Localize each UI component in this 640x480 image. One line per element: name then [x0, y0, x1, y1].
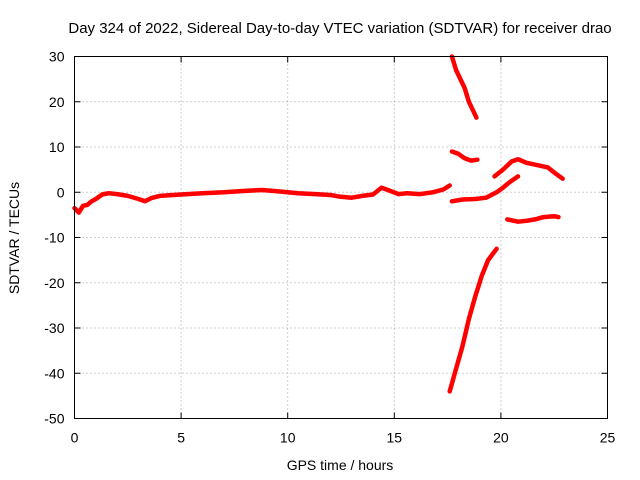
y-tick-label: -20: [44, 275, 64, 291]
series-layer: [72, 54, 565, 394]
series-lower-right-flat: [505, 213, 561, 224]
series-segment-near-minus-2: [449, 174, 521, 204]
y-tick-label: -40: [44, 365, 64, 381]
y-tick-label: 30: [49, 49, 65, 65]
y-tick-label: 10: [49, 139, 65, 155]
series-main-trace: [72, 183, 452, 215]
chart-title: Day 324 of 2022, Sidereal Day-to-day VTE…: [68, 20, 611, 37]
y-axis-label: SDTVAR / TECUs: [6, 182, 22, 294]
x-tick-label: 20: [493, 430, 509, 446]
x-axis-label: GPS time / hours: [287, 457, 394, 473]
axis-ticks: 0 5 10 15 20 25 -50 -40 -30 -20 -10 0 10 20 30: [44, 49, 615, 446]
y-tick-label: -30: [44, 320, 64, 336]
x-tick-label: 0: [71, 430, 79, 446]
series-upper-right-arc: [492, 156, 565, 181]
y-tick-label: -10: [44, 230, 64, 246]
series-upper-descending: [449, 54, 479, 120]
series-segment-near-8: [449, 149, 480, 163]
plot-frame: [74, 56, 608, 419]
series-steep-rise: [447, 246, 499, 394]
x-tick-label: 15: [387, 430, 403, 446]
x-tick-label: 5: [177, 430, 185, 446]
y-tick-label: 0: [57, 184, 65, 200]
y-tick-label: -50: [44, 411, 64, 427]
y-tick-label: 20: [49, 94, 65, 110]
x-tick-label: 10: [280, 430, 296, 446]
grid: [74, 56, 608, 419]
x-tick-label: 25: [600, 430, 616, 446]
